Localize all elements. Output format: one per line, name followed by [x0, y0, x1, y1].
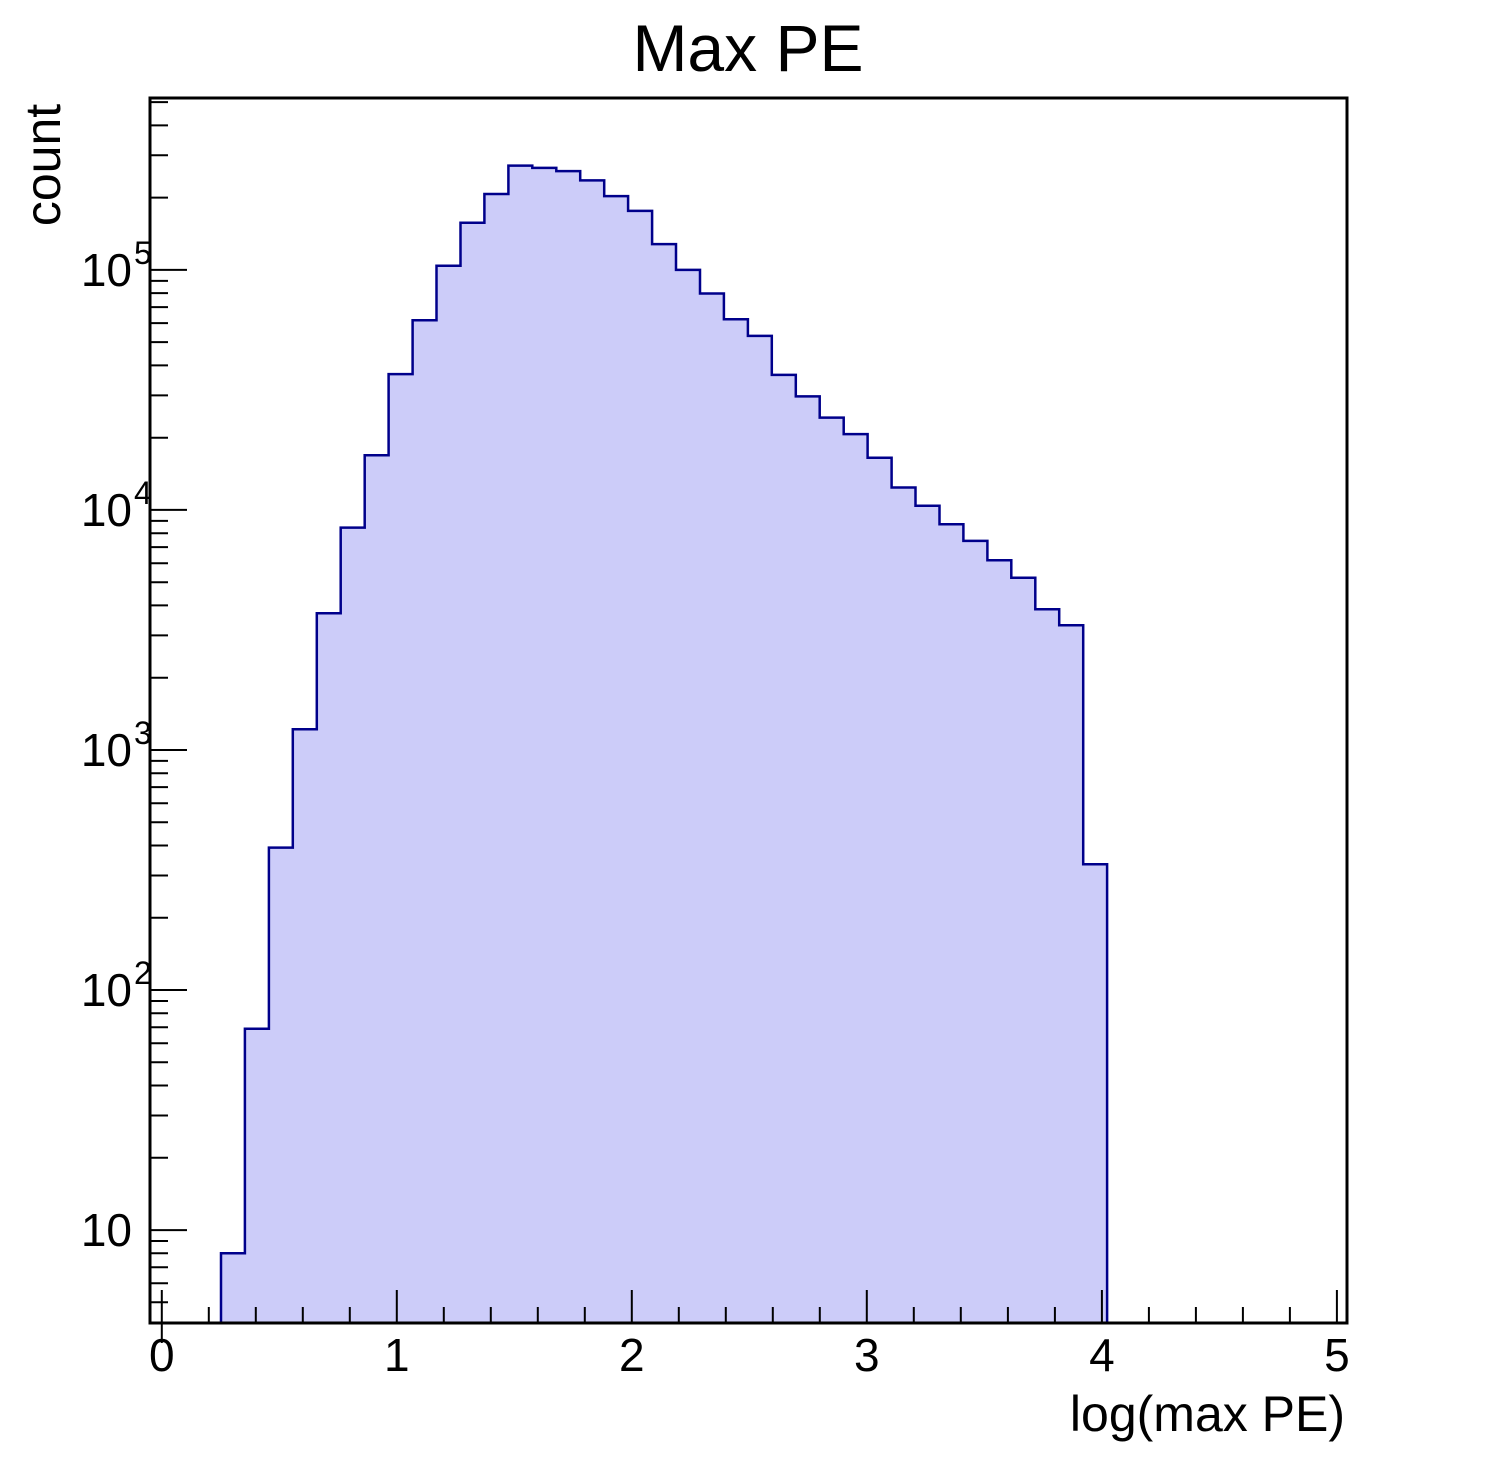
chart-title: Max PE	[632, 11, 863, 85]
x-tick-label: 3	[854, 1329, 880, 1381]
x-tick-label: 5	[1324, 1329, 1350, 1381]
y-tick-label-exponent: 5	[134, 235, 152, 271]
x-tick-label: 2	[619, 1329, 645, 1381]
y-tick-label: 10	[81, 1204, 132, 1256]
y-tick-label: 10	[81, 724, 132, 776]
axis-ticks	[150, 101, 1338, 1343]
histogram-series	[219, 164, 1109, 1325]
x-axis-title: log(max PE)	[1070, 1386, 1345, 1442]
x-tick-label: 4	[1089, 1329, 1115, 1381]
plot-frame	[148, 96, 1349, 1325]
x-tick-label: 0	[149, 1329, 175, 1381]
y-tick-label-exponent: 4	[134, 475, 152, 511]
y-tick-label: 10	[81, 964, 132, 1016]
x-tick-label: 1	[384, 1329, 410, 1381]
histogram-step-area	[219, 164, 1109, 1325]
y-tick-label-exponent: 2	[134, 955, 152, 991]
y-tick-label: 10	[81, 484, 132, 536]
y-axis-title: count	[15, 104, 71, 226]
y-tick-label-exponent: 3	[134, 715, 152, 751]
y-tick-label: 10	[81, 244, 132, 296]
